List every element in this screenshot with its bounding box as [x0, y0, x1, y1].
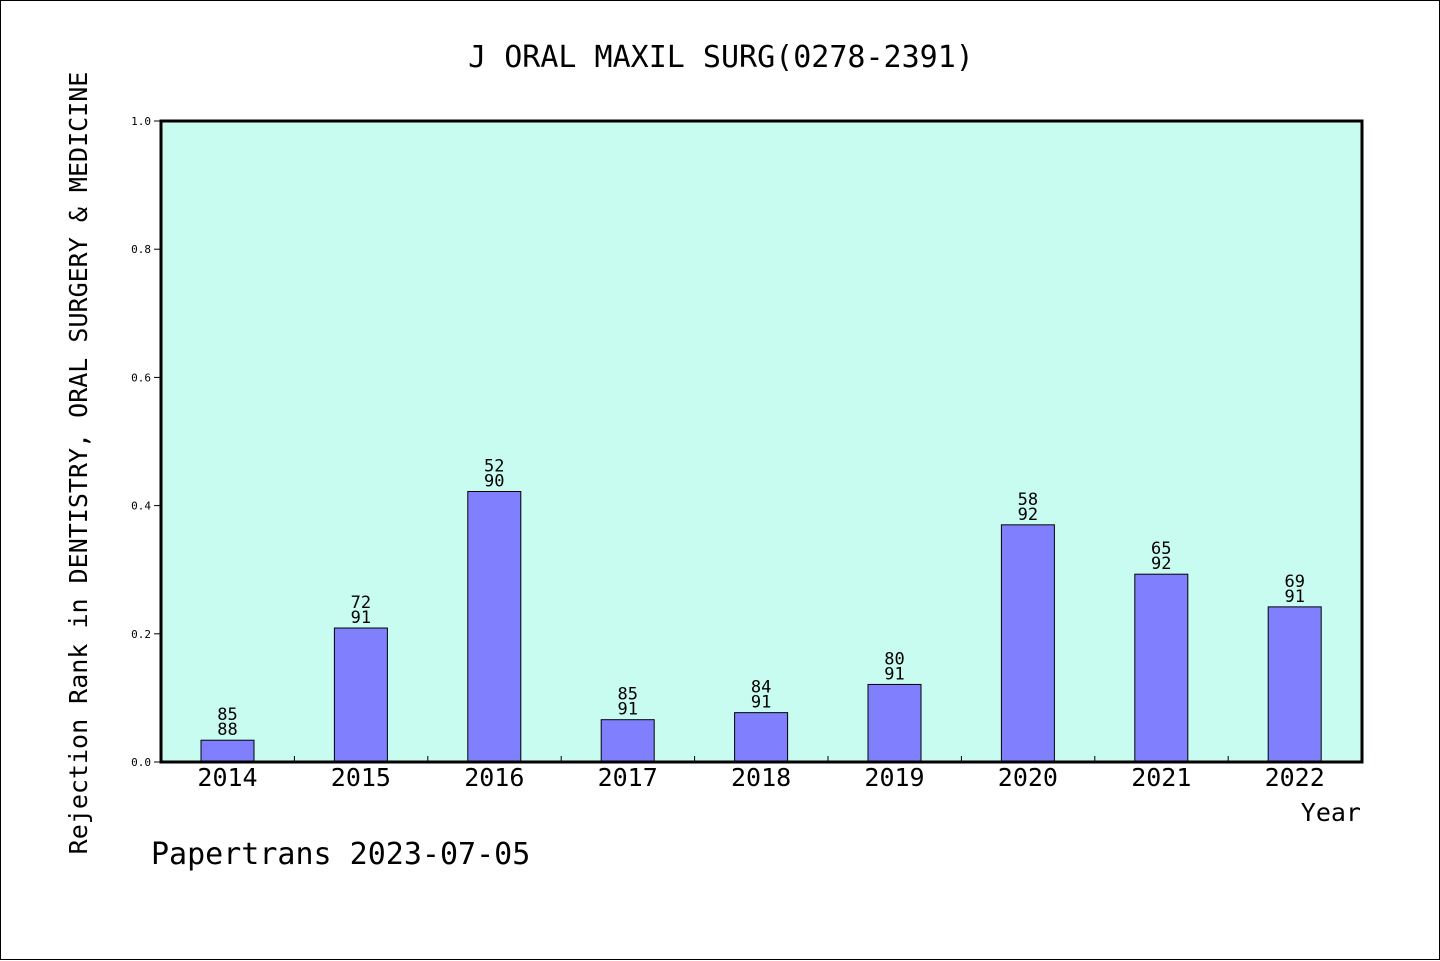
- bar-2018: [734, 712, 789, 763]
- bar-total-label: 91: [351, 608, 371, 628]
- bar-rank-label: 65: [1151, 539, 1171, 559]
- bar-total-label: 88: [217, 720, 237, 740]
- bar-2015: [333, 627, 388, 763]
- bar-total-label: 91: [1284, 587, 1304, 607]
- bar-rank-label: 80: [884, 649, 904, 669]
- bar-2016: [467, 490, 522, 763]
- bar-2021: [1134, 573, 1189, 763]
- x-tick-label: 2016: [464, 763, 524, 792]
- plot-border: [159, 119, 1364, 764]
- bar-rank-label: 84: [751, 678, 771, 698]
- y-axis-label: Rejection Rank in DENTISTRY, ORAL SURGER…: [64, 72, 93, 855]
- y-tick-label: 0.4: [131, 500, 151, 513]
- x-axis: 2014 2015 2016 2017 2018 2019 2020 2021 2022: [197, 756, 1325, 792]
- bar-total-label: 91: [617, 700, 637, 720]
- x-axis-label: Year: [1301, 798, 1361, 827]
- bar-2019: [867, 683, 922, 763]
- bar-2020: [1000, 524, 1055, 763]
- x-tick-label: 2020: [998, 763, 1058, 792]
- y-tick-label: 0.6: [131, 371, 151, 384]
- chart-title: J ORAL MAXIL SURG(0278-2391): [468, 40, 974, 75]
- x-tick-label: 2014: [197, 763, 257, 792]
- bar-total-label: 92: [1151, 554, 1171, 574]
- x-tick-label: 2018: [731, 763, 791, 792]
- bar-total-label: 90: [484, 471, 504, 491]
- bar-total-label: 91: [751, 693, 771, 713]
- bar-2022: [1267, 606, 1322, 763]
- x-tick-label: 2017: [598, 763, 658, 792]
- bar-rank-label: 52: [484, 456, 504, 476]
- x-tick-label: 2021: [1131, 763, 1191, 792]
- x-tick-label: 2015: [331, 763, 391, 792]
- y-tick-label: 1.0: [131, 115, 151, 128]
- y-axis: 0.0 0.2 0.4 0.6 0.8 1.0: [131, 115, 161, 769]
- footer-credit: Papertrans 2023-07-05: [151, 837, 530, 872]
- bar-total-label: 92: [1018, 505, 1038, 525]
- x-tick-label: 2019: [864, 763, 924, 792]
- bar-rank-label: 85: [617, 685, 637, 705]
- y-tick-label: 0.2: [131, 628, 151, 641]
- bar-rank-label: 72: [351, 593, 371, 613]
- bar-rank-label: 58: [1018, 490, 1038, 510]
- bar-rank-label: 85: [217, 705, 237, 725]
- bar-rank-label: 69: [1284, 572, 1304, 592]
- y-tick-label: 0.8: [131, 243, 151, 256]
- bar-total-label: 91: [884, 664, 904, 684]
- bar-2014: [200, 739, 255, 763]
- bar-2017: [600, 719, 655, 763]
- y-tick-label: 0.0: [131, 756, 151, 769]
- x-tick-label: 2022: [1265, 763, 1325, 792]
- bars-group: [200, 490, 1322, 763]
